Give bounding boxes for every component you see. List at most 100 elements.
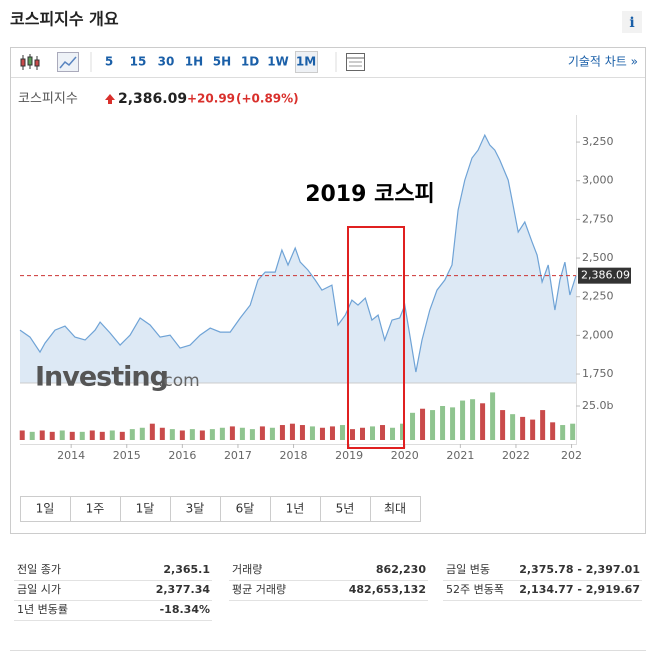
x-tick-label: 2021 xyxy=(446,449,474,462)
interval-button[interactable]: 1D xyxy=(241,55,259,69)
volume-bar xyxy=(29,431,35,440)
volume-bar xyxy=(79,431,85,440)
volume-bar xyxy=(470,399,476,440)
x-tick-label: 2018 xyxy=(280,449,308,462)
y-tick-label: 3,000 xyxy=(582,174,614,187)
volume-bar xyxy=(179,430,185,440)
volume-bar xyxy=(259,426,265,440)
volume-bar xyxy=(440,406,446,440)
annotation: 2019 코스피 xyxy=(305,182,435,207)
stat-value: 862,230 xyxy=(376,563,426,576)
volume-bar xyxy=(189,429,195,440)
volume-bar xyxy=(550,422,556,440)
volume-bar xyxy=(359,427,365,440)
volume-bar xyxy=(460,400,466,440)
watermark-suffix: .com xyxy=(158,371,200,391)
y-tick-label: 2,000 xyxy=(582,328,614,341)
period-button[interactable] xyxy=(370,496,421,522)
volume-bar xyxy=(89,430,95,440)
stats: 전일 종가 2,365.1 금일 시가 2,377.34 1년 변동률 -18.34% 거래… xyxy=(14,562,642,621)
volume-bar xyxy=(129,429,135,440)
interval-button[interactable]: 15 xyxy=(130,55,147,69)
volume-bar xyxy=(319,427,325,440)
y-tick-label: 3,250 xyxy=(582,135,614,148)
y-tick-label: 2,250 xyxy=(582,290,614,303)
quote-name: 코스피지수 xyxy=(18,92,78,107)
volume-bar xyxy=(59,430,65,440)
volume-bar xyxy=(239,427,245,440)
price-label-box xyxy=(578,267,631,284)
period-label: 1달 xyxy=(136,502,155,516)
interval-button[interactable]: 1W xyxy=(267,55,289,69)
period-bar: 1일 1주 1달 3달 6달 1년 5년 최대 xyxy=(20,496,421,522)
volume-bar xyxy=(540,410,546,440)
highlight-box xyxy=(347,226,405,449)
interval-button[interactable]: 30 xyxy=(158,55,175,69)
volume-bar xyxy=(510,414,516,440)
volume-bar xyxy=(380,425,386,440)
volume-bar xyxy=(209,429,215,440)
x-tick-label: 2014 xyxy=(57,449,85,462)
quote-price: 2,386.09 xyxy=(118,91,187,107)
period-button[interactable] xyxy=(270,496,321,522)
active-button xyxy=(295,51,318,73)
stat-label: 전일 종가 xyxy=(17,562,61,576)
period-button[interactable] xyxy=(220,496,271,522)
volume-bar xyxy=(139,427,145,440)
y-tick-label: 1,750 xyxy=(582,367,614,380)
volume-bar xyxy=(149,423,155,440)
volume-bar xyxy=(39,430,45,440)
period-button[interactable] xyxy=(120,496,171,522)
interval-button[interactable]: 1M xyxy=(296,55,316,69)
line-icon[interactable] xyxy=(57,52,79,72)
stat-label: 52주 변동폭 xyxy=(446,583,504,596)
stat-label: 거래량 xyxy=(232,563,262,576)
period-label: 1주 xyxy=(86,502,105,516)
stat-value: 2,377.34 xyxy=(156,583,211,596)
y-tick-label: 2,750 xyxy=(582,212,614,225)
info-button[interactable] xyxy=(622,11,642,33)
volume-bar xyxy=(69,431,75,440)
volume-bar xyxy=(390,427,396,440)
volume-bar xyxy=(490,392,496,440)
volume-bar xyxy=(420,408,426,440)
x-tick-label: 202 xyxy=(561,449,582,462)
volume-bar xyxy=(109,430,115,440)
period-label: 1년 xyxy=(286,502,305,516)
interval-button[interactable]: 1H xyxy=(185,55,203,69)
volume-bar xyxy=(560,425,566,440)
volume-bar xyxy=(430,410,436,440)
interval-button[interactable]: 5 xyxy=(105,55,113,69)
x-tick-label: 2017 xyxy=(224,449,252,462)
interval-button[interactable]: 5H xyxy=(213,55,231,69)
up-arrow xyxy=(105,94,115,104)
volume-bar xyxy=(169,429,175,440)
period-label: 3달 xyxy=(186,502,205,516)
volume-tick-label: 25.0b xyxy=(582,399,613,412)
period-label: 1일 xyxy=(36,502,55,516)
volume-bar xyxy=(19,430,25,440)
stat-label: 평균 거래량 xyxy=(232,583,286,596)
volume-bar xyxy=(269,427,275,440)
period-button[interactable] xyxy=(170,496,221,522)
volume-bar xyxy=(370,426,376,440)
period-button[interactable] xyxy=(70,496,121,522)
table-icon[interactable] xyxy=(346,53,365,71)
price-label: 2,386.09 xyxy=(581,269,630,282)
technical-chart-link[interactable]: 기술적 차트 » xyxy=(568,55,638,69)
volume-bar xyxy=(249,429,255,440)
volume-bar xyxy=(279,425,285,440)
widget-frame xyxy=(10,47,646,534)
volume-bar xyxy=(219,427,225,440)
stat-value: 2,134.77 - 2,919.67 xyxy=(519,583,640,596)
volume-bar xyxy=(289,423,295,440)
volume-bar xyxy=(119,431,125,440)
volume-bar xyxy=(400,423,406,440)
volume-bar xyxy=(480,403,486,440)
period-button[interactable] xyxy=(320,496,371,522)
x-tick-label: 2015 xyxy=(113,449,141,462)
period-label: 5년 xyxy=(336,502,355,516)
stat-value: 482,653,132 xyxy=(349,583,426,596)
stat-value: -18.34% xyxy=(160,603,210,616)
candle-icon[interactable] xyxy=(20,54,40,70)
